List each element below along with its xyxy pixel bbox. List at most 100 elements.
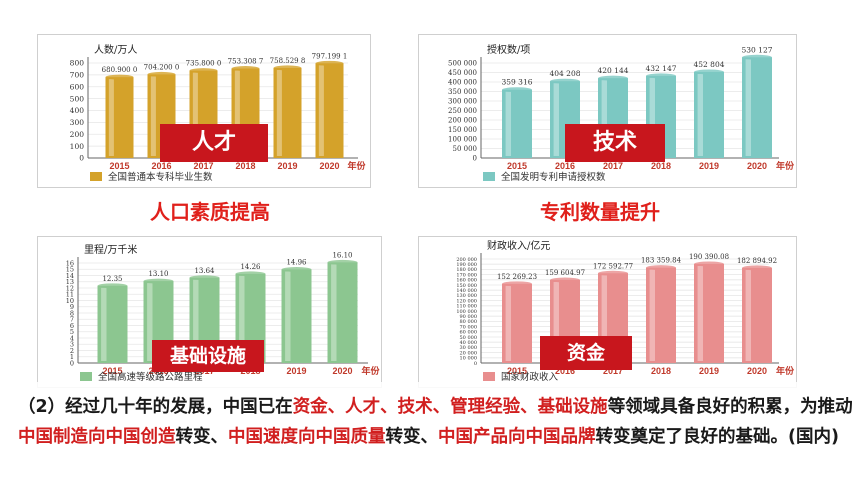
bar-value-label: 797.199 1 (312, 52, 348, 60)
x-axis-suffix: 年份 (362, 365, 381, 376)
tag-talent: 人才 (160, 124, 268, 162)
y-axis-title: 授权数/项 (487, 43, 530, 56)
x-tick-label: 2016 (151, 161, 171, 171)
bar-value-label: 12.35 (102, 275, 122, 283)
bar-highlight (331, 264, 337, 361)
x-tick-label: 2020 (747, 161, 767, 171)
bar-highlight (150, 76, 156, 156)
legend-label: 国家财政收入 (501, 371, 559, 383)
bar-highlight (193, 279, 199, 361)
bar-value-label: 404 208 (549, 69, 580, 78)
y-axis-title: 里程/万千米 (84, 243, 137, 256)
bar-value-label: 13.64 (194, 267, 215, 275)
x-tick-label: 2018 (235, 161, 255, 171)
bar-cap (694, 69, 724, 75)
y-tick-label: 100 000 (456, 309, 477, 315)
bar-cap (742, 54, 772, 60)
y-tick-label: 7 (70, 316, 74, 324)
y-tick-label: 4 (70, 334, 74, 342)
bar-cap (327, 259, 358, 265)
bar-cap (694, 261, 724, 267)
y-tick-label: 150 000 (456, 283, 477, 289)
bar-highlight (108, 79, 114, 156)
x-axis-suffix: 年份 (348, 160, 367, 171)
legend-label: 全国高速等级路公路里程 (98, 371, 203, 383)
y-tick-label: 130 000 (456, 293, 477, 299)
legend-swatch (90, 172, 102, 181)
bar-cap (315, 60, 344, 66)
bar-value-label: 159 604.97 (545, 269, 585, 277)
y-tick-label: 180 000 (456, 267, 477, 273)
y-tick-label: 1 (70, 353, 74, 361)
y-tick-label: 500 000 (448, 59, 477, 67)
y-tick-label: 8 (70, 309, 74, 317)
y-tick-label: 5 (70, 328, 74, 336)
bar-value-label: 704.200 0 (144, 63, 180, 71)
bar-value-label: 190 390.08 (689, 253, 729, 261)
bar-highlight (276, 69, 282, 156)
y-tick-label: 13 (66, 278, 74, 286)
y-tick-label: 0 (473, 154, 477, 162)
x-tick-label: 2016 (555, 366, 575, 376)
bar-value-label: 680.900 0 (102, 66, 138, 74)
legend-label: 全国发明专利申请授权数 (501, 171, 606, 183)
y-tick-label: 30 000 (460, 345, 478, 351)
x-axis-suffix: 年份 (776, 365, 795, 376)
y-tick-label: 0 (70, 359, 74, 367)
y-tick-label: 400 000 (448, 78, 477, 86)
y-tick-label: 100 (70, 142, 85, 151)
bar-cap (550, 78, 580, 84)
text-part-3: 转变、 (175, 427, 229, 447)
bar (742, 57, 772, 158)
bar-value-label: 152 269.23 (497, 273, 537, 281)
bar-value-label: 14.96 (286, 259, 307, 267)
bar-cap (550, 277, 580, 283)
y-tick-label: 90 000 (460, 314, 478, 320)
x-tick-label: 2015 (507, 161, 527, 171)
bar-highlight (553, 83, 559, 156)
bar-value-label: 420 144 (597, 66, 628, 75)
y-tick-label: 50 000 (453, 145, 478, 153)
bar (694, 263, 724, 363)
y-tick-label: 0 (474, 361, 477, 367)
y-tick-label: 16 (66, 259, 74, 267)
x-tick-label: 2017 (193, 161, 213, 171)
x-tick-label: 2019 (286, 366, 306, 376)
bar-highlight (745, 59, 751, 156)
bar-value-label: 172 592.77 (593, 262, 633, 270)
bar-cap (147, 71, 176, 77)
y-tick-label: 200 000 (456, 257, 477, 263)
highlight-product-to-brand: 中国产品向中国品牌 (438, 427, 596, 447)
bar (105, 77, 134, 158)
bar-value-label: 735.800 0 (186, 60, 222, 68)
highlight-speed-to-quality: 中国速度向中国质量 (228, 427, 386, 447)
y-tick-label: 60 000 (460, 330, 478, 336)
x-tick-label: 2019 (277, 161, 297, 171)
y-tick-label: 140 000 (456, 288, 477, 294)
bar-highlight (318, 65, 324, 156)
bar-cap (235, 271, 266, 277)
highlight-fields: 资金、人才、技术、管理经验、基础设施 (292, 397, 608, 417)
x-tick-label: 2015 (102, 366, 122, 376)
y-tick-label: 600 (70, 82, 85, 91)
bar (273, 67, 302, 158)
x-tick-label: 2017 (603, 366, 623, 376)
y-tick-label: 0 (79, 154, 84, 163)
x-tick-label: 2020 (747, 366, 767, 376)
bar (502, 283, 532, 363)
bar-cap (231, 66, 260, 72)
legend-label: 全国普通本专科毕业生数 (108, 171, 213, 183)
bar (315, 63, 344, 158)
y-tick-label: 350 000 (448, 88, 477, 96)
bar-highlight (234, 70, 240, 156)
y-axis-title: 人数/万人 (94, 43, 137, 56)
y-tick-label: 9 (70, 303, 74, 311)
bar-highlight (239, 275, 245, 361)
y-tick-label: 10 000 (460, 356, 478, 362)
y-tick-label: 150 000 (448, 126, 477, 134)
bar-cap (742, 265, 772, 271)
x-tick-label: 2019 (699, 161, 719, 171)
y-tick-label: 70 000 (460, 324, 478, 330)
bar (694, 71, 724, 158)
y-tick-label: 3 (70, 341, 74, 349)
